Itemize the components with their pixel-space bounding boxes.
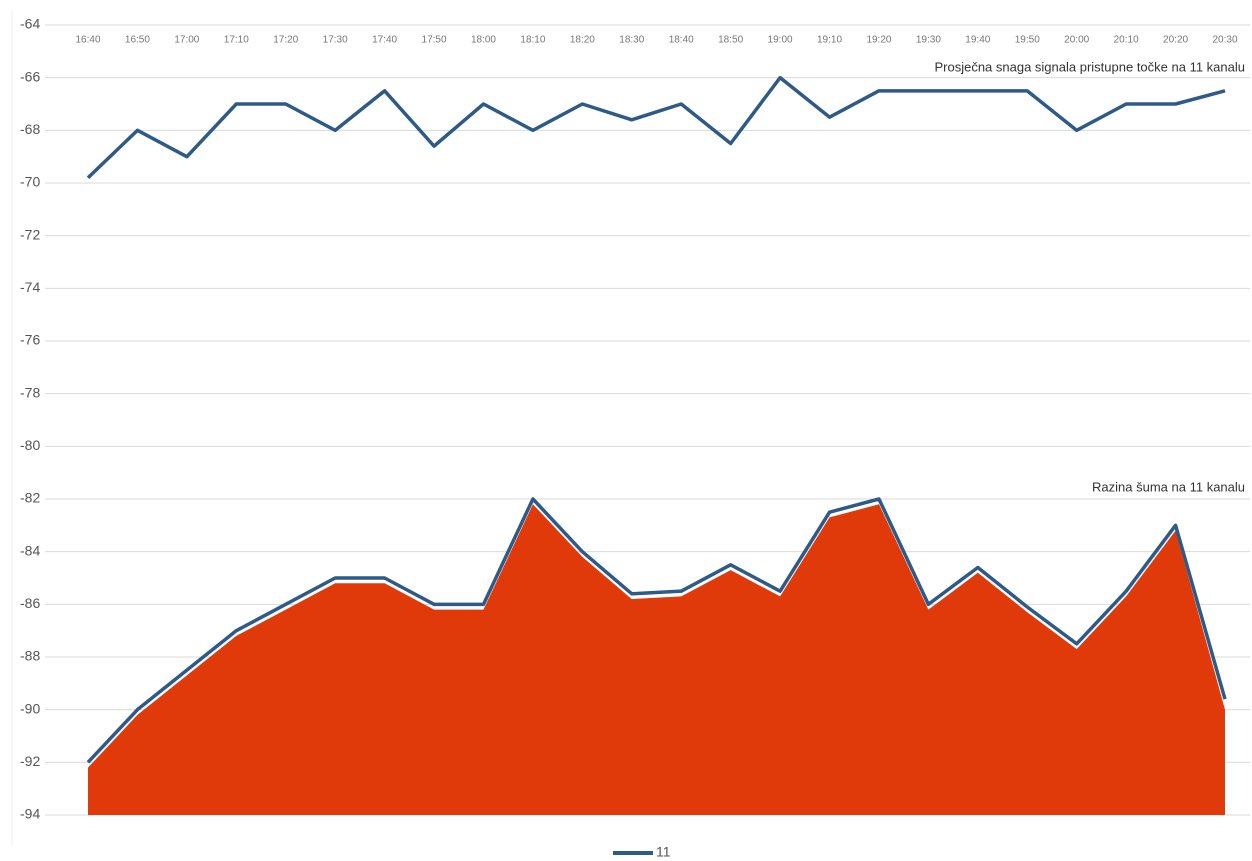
x-tick-label: 17:00 <box>174 35 199 46</box>
x-tick-label: 17:40 <box>372 35 397 46</box>
x-tick-label: 19:10 <box>817 35 842 46</box>
y-tick-label: -72 <box>20 226 40 242</box>
x-tick-label: 18:00 <box>471 35 496 46</box>
x-tick-label: 17:50 <box>422 35 447 46</box>
x-tick-label: 20:30 <box>1212 35 1237 46</box>
y-tick-label: -92 <box>20 753 40 769</box>
y-tick-label: -80 <box>20 437 40 453</box>
x-tick-label: 17:20 <box>273 35 298 46</box>
y-tick-label: -70 <box>20 174 40 190</box>
annotation: Prosječna snaga signala pristupne točke … <box>934 59 1245 74</box>
x-tick-label: 18:20 <box>570 35 595 46</box>
y-tick-label: -68 <box>20 121 40 137</box>
line <box>86 75 1226 179</box>
x-tick-label: 18:10 <box>520 35 545 46</box>
x-tick-label: 20:10 <box>1114 35 1139 46</box>
y-tick-label: -84 <box>20 542 40 558</box>
x-tick-label: 18:30 <box>619 35 644 46</box>
x-tick-label: 17:30 <box>323 35 348 46</box>
x-tick-label: 16:50 <box>125 35 150 46</box>
x-tick-label: 20:00 <box>1064 35 1089 46</box>
x-tick-label: 19:50 <box>1015 35 1040 46</box>
y-tick-label: -82 <box>20 490 40 506</box>
y-tick-label: -74 <box>20 279 40 295</box>
x-tick-label: 19:00 <box>768 35 793 46</box>
x-tick-label: 19:40 <box>965 35 990 46</box>
y-tick-label: -90 <box>20 700 40 716</box>
line <box>86 497 1227 764</box>
annotation: Razina šuma na 11 kanalu <box>1092 479 1245 494</box>
x-tick-label: 18:50 <box>718 35 743 46</box>
x-tick-label: 19:20 <box>866 35 891 46</box>
x-tick-label: 19:30 <box>916 35 941 46</box>
x-tick-label: 18:40 <box>669 35 694 46</box>
x-tick-label: 16:40 <box>75 35 100 46</box>
y-tick-label: -64 <box>20 16 40 32</box>
y-tick-label: -88 <box>20 648 40 664</box>
y-tick-label: -76 <box>20 332 40 348</box>
y-tick-label: -66 <box>20 68 40 84</box>
x-tick-label: 20:20 <box>1163 35 1188 46</box>
y-tick-label: -86 <box>20 595 40 611</box>
area <box>88 504 1225 815</box>
x-tick-label: 17:10 <box>224 35 249 46</box>
y-tick-label: -94 <box>20 806 40 822</box>
legend-label: 11 <box>656 844 671 860</box>
y-tick-label: -78 <box>20 384 40 400</box>
